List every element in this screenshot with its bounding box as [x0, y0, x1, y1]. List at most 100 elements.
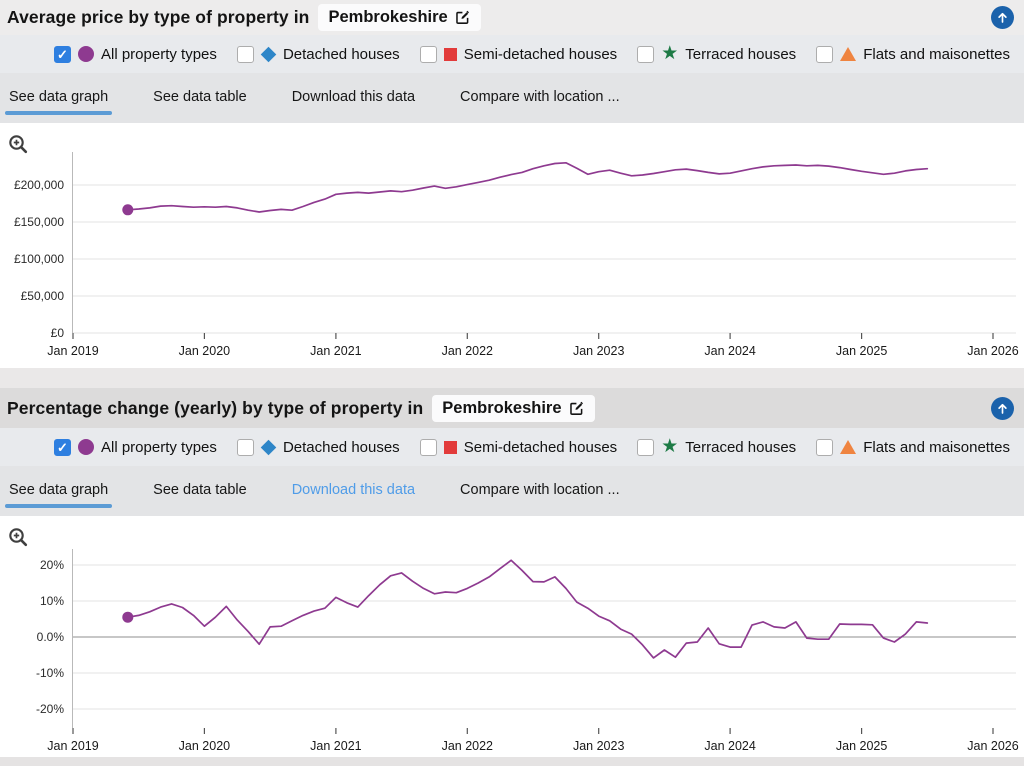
tab-compare-with-location[interactable]: Compare with location ...	[460, 89, 620, 105]
location-name: Pembrokeshire	[328, 8, 448, 26]
y-tick-label: 10%	[40, 594, 64, 608]
checkbox-unchecked-icon[interactable]	[236, 438, 254, 456]
series-start-dot	[122, 204, 134, 216]
legend-label: Flats and maisonettes	[863, 438, 1010, 456]
x-tick-label: Jan 2022	[442, 739, 493, 753]
up-arrow-icon	[995, 401, 1010, 416]
tab-download-this-data[interactable]: Download this data	[291, 89, 416, 105]
zoom-in-icon[interactable]	[8, 527, 29, 553]
square-marker-icon	[443, 440, 457, 454]
tab-download-this-data[interactable]: Download this data	[291, 482, 416, 498]
legend-item-semi-detached-houses[interactable]: Semi-detached houses	[419, 438, 618, 456]
y-tick-label: £150,000	[14, 215, 64, 229]
percentage-change-chart: -20% -10% 0.0% 10% 20% Jan 2019 Jan 2020 Jan 20…	[36, 549, 1019, 753]
x-tick-label: Jan 2022	[442, 344, 493, 358]
section-header: Average price by type of property in Pem…	[0, 0, 1024, 35]
y-tick-label: 20%	[40, 558, 64, 572]
x-tick-label: Jan 2024	[704, 344, 755, 358]
x-tick-label: Jan 2026	[967, 739, 1018, 753]
legend-item-terraced-houses[interactable]: ★ Terraced houses	[637, 43, 797, 64]
edit-icon	[454, 9, 471, 26]
average-price-chart: £0 £50,000 £100,000 £150,000 £200,000 Jan 201…	[14, 152, 1019, 358]
checkbox-unchecked-icon[interactable]	[637, 45, 655, 63]
legend-label: Flats and maisonettes	[863, 45, 1010, 63]
checkbox-unchecked-icon[interactable]	[816, 45, 834, 63]
y-tick-label: £50,000	[21, 289, 65, 303]
legend-label: Semi-detached houses	[463, 438, 618, 456]
legend-row: ✓ All property types Detached houses Sem…	[0, 428, 1024, 466]
x-tick-label: Jan 2020	[179, 344, 230, 358]
star-marker-icon: ★	[661, 436, 679, 457]
legend-item-detached-houses[interactable]: Detached houses	[236, 438, 400, 456]
location-chip-button[interactable]: Pembrokeshire	[432, 394, 595, 422]
check-glyph: ✓	[57, 439, 68, 455]
checkbox-unchecked-icon[interactable]	[816, 438, 834, 456]
section-divider	[0, 368, 1024, 388]
legend-label: All property types	[101, 438, 217, 456]
up-arrow-icon	[995, 10, 1010, 25]
data-line-all-property-types	[126, 161, 929, 213]
tab-see-data-table[interactable]: See data table	[153, 89, 247, 105]
legend-label: All property types	[101, 45, 217, 63]
y-tick-label: £200,000	[14, 178, 64, 192]
y-tick-label: £0	[51, 326, 65, 340]
checkbox-checked-icon[interactable]: ✓	[54, 438, 71, 456]
y-tick-label: £100,000	[14, 252, 64, 266]
checkbox-unchecked-icon[interactable]	[236, 45, 254, 63]
check-glyph: ✓	[57, 46, 68, 62]
x-tick-label: Jan 2019	[47, 739, 98, 753]
page-title: Percentage change (yearly) by type of pr…	[7, 397, 424, 418]
location-chip-button[interactable]: Pembrokeshire	[318, 4, 481, 31]
tab-bar: See data graph See data table Download t…	[0, 466, 1024, 516]
tab-see-data-table[interactable]: See data table	[153, 482, 247, 498]
diamond-marker-icon	[260, 439, 277, 455]
legend-item-flats-and-maisonettes[interactable]: Flats and maisonettes	[816, 45, 1010, 63]
tab-see-data-graph[interactable]: See data graph	[4, 74, 113, 122]
x-tick-label: Jan 2023	[573, 344, 624, 358]
x-tick-label: Jan 2020	[179, 739, 230, 753]
legend-item-flats-and-maisonettes[interactable]: Flats and maisonettes	[816, 438, 1010, 456]
x-tick-label: Jan 2025	[836, 344, 887, 358]
edit-icon	[568, 400, 585, 417]
legend-item-all-property-types[interactable]: ✓ All property types	[54, 45, 217, 63]
circle-marker-icon	[78, 46, 94, 62]
x-tick-label: Jan 2023	[573, 739, 624, 753]
y-tick-label: -20%	[36, 702, 64, 716]
checkbox-unchecked-icon[interactable]	[419, 45, 437, 63]
scroll-to-top-button[interactable]	[991, 6, 1014, 29]
legend-row: ✓ All property types Detached houses Sem…	[0, 35, 1024, 73]
legend-label: Terraced houses	[685, 438, 797, 456]
legend-label: Semi-detached houses	[463, 45, 618, 63]
page-bottom-strip	[0, 757, 1024, 766]
x-tick-label: Jan 2024	[704, 739, 755, 753]
legend-item-semi-detached-houses[interactable]: Semi-detached houses	[419, 45, 618, 63]
triangle-marker-icon	[840, 440, 857, 454]
legend-label: Detached houses	[282, 438, 400, 456]
section-average-price: Average price by type of property in Pem…	[0, 0, 1024, 368]
legend-item-terraced-houses[interactable]: ★ Terraced houses	[637, 436, 797, 457]
checkbox-unchecked-icon[interactable]	[637, 438, 655, 456]
diamond-marker-icon	[260, 46, 277, 62]
legend-item-all-property-types[interactable]: ✓ All property types	[54, 438, 217, 456]
square-marker-icon	[443, 47, 457, 61]
checkbox-unchecked-icon[interactable]	[419, 438, 437, 456]
x-tick-label: Jan 2021	[310, 739, 361, 753]
circle-marker-icon	[78, 439, 94, 455]
tab-bar: See data graph See data table Download t…	[0, 73, 1024, 123]
triangle-marker-icon	[840, 47, 857, 61]
star-marker-icon: ★	[661, 43, 679, 64]
zoom-in-icon[interactable]	[8, 134, 29, 160]
x-tick-label: Jan 2021	[310, 344, 361, 358]
tab-compare-with-location[interactable]: Compare with location ...	[460, 482, 620, 498]
location-name: Pembrokeshire	[442, 398, 562, 417]
checkbox-checked-icon[interactable]: ✓	[54, 45, 71, 63]
x-tick-label: Jan 2026	[967, 344, 1018, 358]
tab-see-data-graph[interactable]: See data graph	[4, 467, 113, 515]
scroll-to-top-button[interactable]	[991, 396, 1014, 420]
legend-label: Detached houses	[282, 45, 400, 63]
page-title: Average price by type of property in	[7, 7, 310, 27]
legend-label: Terraced houses	[685, 45, 797, 63]
legend-item-detached-houses[interactable]: Detached houses	[236, 45, 400, 63]
y-tick-label: 0.0%	[37, 630, 65, 644]
